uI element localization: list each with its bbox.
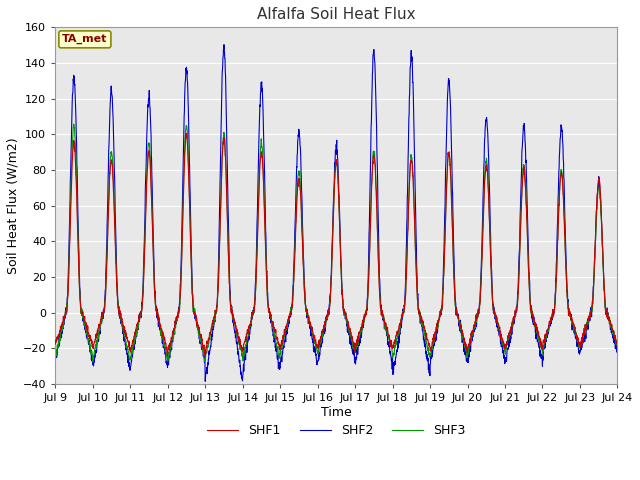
- SHF1: [580, 329, 588, 335]
- SHF1: [500, 345, 508, 350]
- SHF3: [209, 323, 216, 328]
- SHF3: [365, 255, 373, 261]
- SHF2: [51, 361, 59, 367]
- SHF2: [220, 42, 228, 48]
- SHF1: [209, 321, 216, 326]
- SHF1: [201, 353, 209, 359]
- SHF2: [202, 378, 209, 384]
- SHF3: [500, 346, 508, 352]
- SHF3: [51, 354, 59, 360]
- SHF2: [500, 353, 508, 359]
- Y-axis label: Soil Heat Flux (W/m2): Soil Heat Flux (W/m2): [7, 137, 20, 274]
- SHF3: [70, 121, 77, 127]
- X-axis label: Time: Time: [321, 406, 352, 419]
- Text: TA_met: TA_met: [62, 34, 108, 45]
- SHF1: [182, 131, 190, 136]
- SHF1: [365, 259, 373, 265]
- Line: SHF2: SHF2: [55, 45, 618, 381]
- Line: SHF1: SHF1: [55, 133, 618, 356]
- SHF3: [89, 359, 97, 365]
- SHF2: [564, 305, 572, 311]
- SHF3: [564, 306, 572, 312]
- SHF1: [564, 305, 572, 311]
- Title: Alfalfa Soil Heat Flux: Alfalfa Soil Heat Flux: [257, 7, 415, 22]
- SHF3: [580, 325, 588, 331]
- Line: SHF3: SHF3: [55, 124, 618, 362]
- SHF2: [580, 334, 588, 340]
- SHF3: [353, 340, 361, 346]
- SHF2: [209, 334, 216, 339]
- SHF2: [614, 350, 621, 356]
- SHF3: [614, 341, 621, 347]
- SHF2: [365, 225, 373, 231]
- SHF1: [353, 340, 361, 346]
- Legend: SHF1, SHF2, SHF3: SHF1, SHF2, SHF3: [202, 419, 470, 442]
- SHF1: [51, 341, 59, 347]
- SHF2: [353, 345, 361, 350]
- SHF1: [614, 341, 621, 347]
